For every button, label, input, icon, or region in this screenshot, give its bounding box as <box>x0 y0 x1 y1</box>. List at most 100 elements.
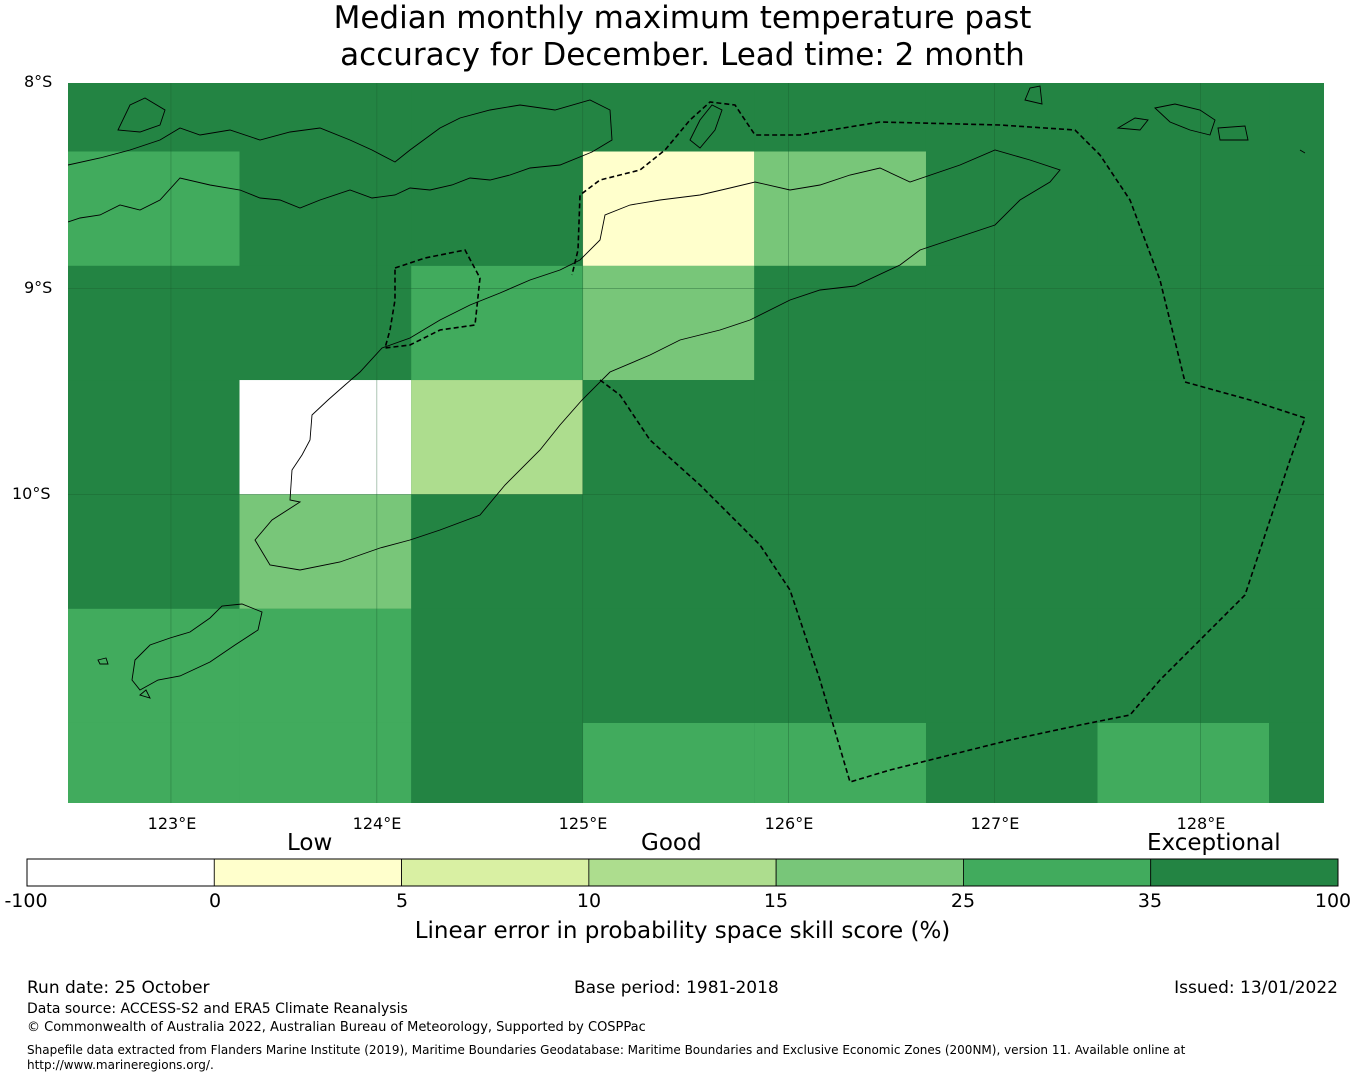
heatmap-cell <box>1097 83 1270 152</box>
heatmap-cell <box>582 608 755 723</box>
heatmap-cell <box>68 151 240 266</box>
heatmap-cell <box>582 380 755 495</box>
heatmap-cell <box>1097 151 1270 266</box>
heatmap-cell <box>754 83 926 152</box>
heatmap-cell <box>754 722 926 803</box>
colorbar-segment <box>1150 858 1339 887</box>
heatmap-cell <box>1269 265 1324 381</box>
heatmap-cell <box>68 265 240 381</box>
base-period: Base period: 1981-2018 <box>574 978 779 998</box>
heatmap-cell <box>925 380 1098 495</box>
heatmap-cell <box>411 608 583 723</box>
coastline-alor <box>689 104 723 149</box>
graticule <box>68 83 1324 803</box>
colorbar-tick-label: 25 <box>950 890 976 912</box>
heatmap-cell <box>239 494 412 609</box>
page-title: Median monthly maximum temperature past … <box>0 0 1365 74</box>
lat-label-8s: 8°S <box>24 72 53 91</box>
heatmap-cell <box>1097 265 1270 381</box>
colorbar-frame <box>26 858 1339 887</box>
category-label-exceptional: Exceptional <box>1147 830 1281 856</box>
title-line-2: accuracy for December. Lead time: 2 mont… <box>340 37 1025 73</box>
heatmap-cell <box>582 265 755 381</box>
coastline-islet-east-4 <box>1299 149 1306 154</box>
colorbar-tick-label: 5 <box>395 890 409 912</box>
heatmap-cell <box>754 380 926 495</box>
heatmap-cell <box>754 608 926 723</box>
colorbar-segment <box>401 858 590 887</box>
run-date: Run date: 25 October <box>27 978 210 998</box>
data-source: Data source: ACCESS-S2 and ERA5 Climate … <box>27 1001 408 1017</box>
title-line-1: Median monthly maximum temperature past <box>333 0 1032 36</box>
heatmap-cell <box>754 151 926 266</box>
coastline-islet-east-2 <box>1154 103 1216 136</box>
coastline-rote <box>131 603 263 691</box>
heatmap-cell <box>582 494 755 609</box>
colorbar-segment <box>588 858 777 887</box>
heatmap-cell <box>925 494 1098 609</box>
heatmap-grid <box>68 83 1324 803</box>
heatmap-cell <box>411 722 583 803</box>
heatmap-cell <box>582 83 755 152</box>
heatmap-cell <box>239 265 412 381</box>
lat-label-9s: 9°S <box>24 278 53 297</box>
heatmap-cell <box>925 722 1098 803</box>
heatmap-cell <box>1097 722 1270 803</box>
lon-label-123e: 123°E <box>147 814 197 833</box>
heatmap-cell <box>411 151 583 266</box>
heatmap-cell <box>68 494 240 609</box>
heatmap-cell <box>754 265 926 381</box>
eez-boundary-oecusse <box>383 249 481 349</box>
heatmap-cell <box>1269 151 1324 266</box>
heatmap-cell <box>925 608 1098 723</box>
heatmap-cell <box>411 265 583 381</box>
colorbar-segment <box>213 858 402 887</box>
heatmap-cell <box>68 380 240 495</box>
category-label-low: Low <box>287 830 333 856</box>
coastlines <box>68 85 1306 699</box>
copyright: © Commonwealth of Australia 2022, Austra… <box>27 1020 646 1035</box>
lon-label-124e: 124°E <box>352 814 402 833</box>
colorbar-segment <box>26 858 215 887</box>
shapefile-credit-line-1: Shapefile data extracted from Flanders M… <box>27 1043 1186 1057</box>
colorbar-tick-label: 35 <box>1137 890 1163 912</box>
heatmap-cell <box>1097 380 1270 495</box>
heatmap-cell <box>239 83 412 152</box>
heatmap-cell <box>68 608 240 723</box>
colorbar-segment <box>963 858 1152 887</box>
colorbar-tick-label: 0 <box>208 890 222 912</box>
heatmap-cell <box>239 722 412 803</box>
lon-label-126e: 126°E <box>764 814 814 833</box>
heatmap-cell <box>411 83 583 152</box>
issued-date: Issued: 13/01/2022 <box>1174 978 1338 998</box>
colorbar-title: Linear error in probability space skill … <box>414 918 951 944</box>
heatmap-cell <box>582 151 755 266</box>
colorbar-segment <box>775 858 964 887</box>
coastline-islet-north-1 <box>117 97 166 133</box>
eez-boundaries <box>383 101 1307 783</box>
lon-label-127e: 127°E <box>970 814 1020 833</box>
heatmap-cell <box>1269 83 1324 152</box>
heatmap-cell <box>68 722 240 803</box>
heatmap-cell <box>754 494 926 609</box>
coastline-timor <box>254 149 1061 571</box>
eez-boundary-timor-leste <box>571 101 1307 783</box>
coastline-islet-east-3 <box>1217 125 1249 141</box>
lon-label-125e: 125°E <box>558 814 608 833</box>
heatmap-cell <box>1097 494 1270 609</box>
coastline-islet-1 <box>97 657 109 665</box>
lon-label-128e: 128°E <box>1176 814 1226 833</box>
coastline-flores <box>68 99 613 223</box>
heatmap-cell <box>1269 380 1324 495</box>
coastline-islet-east-1 <box>1116 117 1149 131</box>
category-label-good: Good <box>641 830 702 856</box>
heatmap-cell <box>239 608 412 723</box>
colorbar <box>26 858 1339 887</box>
heatmap-cell <box>239 151 412 266</box>
heatmap-cell <box>68 83 240 152</box>
heatmap-cell <box>1269 494 1324 609</box>
heatmap-cell <box>582 722 755 803</box>
coastline-wetar <box>1024 85 1043 105</box>
heatmap-cell <box>411 494 583 609</box>
